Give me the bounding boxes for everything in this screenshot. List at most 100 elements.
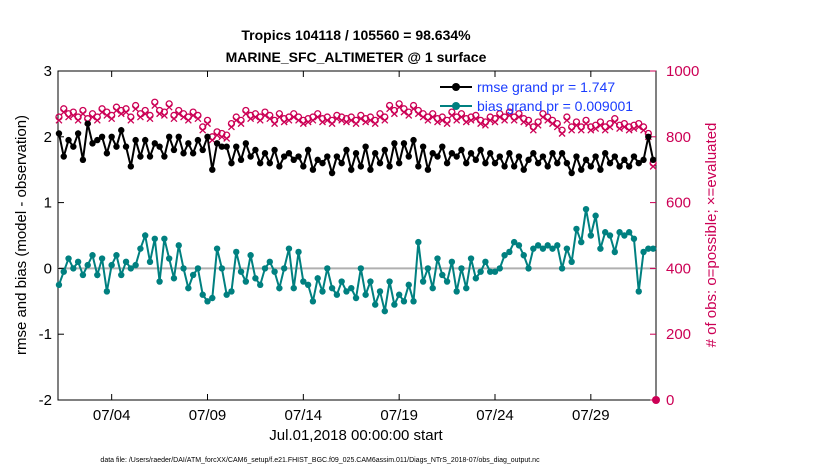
- data-point-obs-evaluated: [93, 116, 101, 124]
- data-point-obs-evaluated: [414, 110, 422, 118]
- data-point-rmse: [223, 143, 230, 150]
- data-point-rmse: [458, 146, 465, 154]
- data-point-rmse: [506, 150, 513, 157]
- data-point-bias: [477, 268, 484, 275]
- data-point-bias: [170, 275, 178, 282]
- data-point-obs-evaluated: [510, 116, 518, 124]
- data-point-bias: [352, 294, 360, 302]
- data-point-obs-evaluated: [295, 116, 303, 124]
- data-point-bias: [252, 275, 259, 282]
- data-point-bias: [410, 298, 417, 305]
- data-point-bias: [304, 281, 312, 289]
- data-point-rmse: [491, 159, 499, 167]
- data-point-rmse: [118, 127, 125, 134]
- data-point-rmse: [621, 156, 628, 164]
- data-point-rmse: [127, 163, 135, 170]
- data-point-bias: [453, 288, 460, 295]
- data-point-obs-evaluated: [204, 120, 211, 128]
- data-point-rmse: [352, 150, 360, 157]
- data-point-bias: [218, 265, 226, 272]
- data-point-rmse: [242, 140, 250, 147]
- data-point-bias: [443, 278, 451, 285]
- data-point-bias: [544, 242, 551, 249]
- data-point-obs-evaluated: [199, 126, 207, 134]
- data-point-obs-evaluated: [65, 113, 73, 121]
- data-point-bias: [429, 284, 436, 292]
- data-point-rmse: [209, 166, 216, 173]
- data-point-bias: [290, 284, 297, 292]
- y-right-tick-label: 600: [666, 195, 691, 212]
- data-point-rmse: [510, 163, 518, 170]
- data-point-bias: [621, 232, 628, 239]
- data-point-rmse: [395, 159, 403, 167]
- data-point-bias: [276, 284, 283, 292]
- data-point-rmse: [285, 150, 293, 157]
- data-point-rmse: [597, 166, 604, 173]
- data-point-rmse: [496, 153, 503, 160]
- data-point-bias: [146, 258, 154, 266]
- data-point-rmse: [213, 140, 221, 147]
- data-point-rmse: [122, 143, 130, 150]
- data-point-obs-evaluated: [611, 118, 619, 126]
- data-point-rmse: [228, 159, 235, 167]
- y-left-tick-label: 2: [44, 129, 52, 146]
- data-point-bias: [381, 307, 388, 315]
- data-point-rmse: [247, 153, 254, 160]
- data-point-rmse: [367, 166, 374, 173]
- data-point-rmse: [482, 159, 489, 167]
- data-point-bias: [309, 298, 317, 305]
- data-point-bias: [271, 268, 278, 275]
- data-point-rmse: [156, 143, 163, 150]
- data-point-obs-evaluated: [462, 118, 470, 126]
- data-point-obs-evaluated: [127, 116, 135, 124]
- data-point-bias: [74, 258, 82, 266]
- data-point-obs-evaluated: [323, 116, 331, 124]
- data-point-rmse: [328, 169, 336, 177]
- data-point-rmse: [405, 153, 412, 160]
- data-point-bias: [338, 278, 345, 285]
- data-point-bias: [606, 232, 614, 239]
- data-point-bias: [415, 238, 422, 246]
- x-tick-label: 07/19: [380, 407, 418, 424]
- data-point-bias: [94, 271, 101, 279]
- data-point-obs-evaluated: [55, 116, 63, 124]
- data-point-obs-evaluated: [577, 126, 585, 134]
- data-point-bias: [257, 281, 264, 289]
- data-point-bias: [558, 265, 566, 272]
- data-point-bias: [419, 278, 427, 285]
- data-point-rmse: [161, 153, 168, 160]
- data-point-obs-evaluated: [290, 113, 298, 121]
- data-point-bias: [285, 245, 293, 252]
- data-point-bias: [458, 265, 465, 272]
- data-point-bias: [122, 258, 130, 266]
- data-point-bias: [554, 242, 561, 249]
- data-point-bias: [587, 232, 595, 239]
- data-point-bias: [578, 238, 585, 246]
- data-point-bias: [113, 252, 120, 259]
- data-point-bias: [84, 261, 91, 269]
- data-point-rmse: [410, 136, 417, 144]
- data-point-obs-evaluated: [79, 110, 87, 118]
- data-point-obs-evaluated: [156, 110, 164, 118]
- data-point-obs-evaluated: [237, 120, 245, 128]
- data-point-bias: [405, 281, 412, 289]
- data-point-obs-evaluated: [405, 111, 413, 119]
- data-point-obs-evaluated: [553, 123, 561, 131]
- data-point-rmse: [419, 143, 427, 150]
- y-right-tick-label: 800: [666, 129, 691, 146]
- data-point-obs-evaluated: [366, 116, 374, 124]
- data-point-obs-evaluated: [165, 103, 173, 111]
- data-point-obs-evaluated: [424, 116, 432, 124]
- data-point-rmse: [280, 153, 288, 160]
- data-point-rmse: [151, 140, 158, 147]
- data-point-rmse: [573, 153, 580, 160]
- data-point-obs-evaluated: [362, 118, 370, 126]
- data-point-obs-evaluated: [400, 108, 408, 116]
- data-point-bias: [118, 271, 125, 279]
- data-point-bias: [209, 294, 216, 302]
- data-point-obs-evaluated: [486, 116, 494, 124]
- data-point-bias: [501, 252, 508, 259]
- data-point-rmse: [587, 163, 595, 170]
- data-point-rmse: [175, 133, 182, 140]
- data-point-obs-evaluated: [251, 113, 259, 121]
